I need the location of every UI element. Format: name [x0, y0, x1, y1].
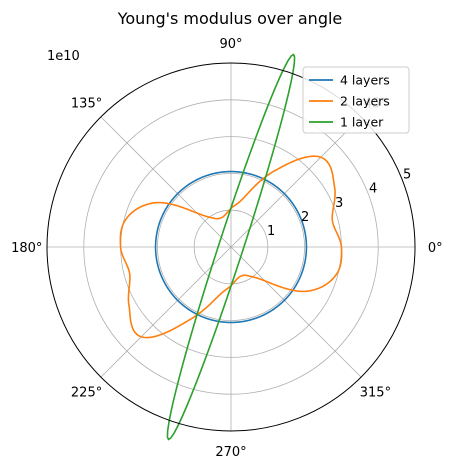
angle-tick-label-180: 180° [11, 241, 42, 256]
grid [47, 63, 415, 431]
radial-tick-label-5: 5 [403, 168, 411, 183]
angle-tick-label-0: 0° [428, 241, 443, 256]
angular-gridline-135 [100, 116, 232, 248]
angle-tick-label-270: 270° [215, 445, 246, 460]
angle-tick-label-315: 315° [360, 385, 391, 400]
series-lines [46, 53, 416, 441]
angular-gridline-45 [230, 116, 362, 248]
radial-tick-label-2: 2 [301, 210, 309, 225]
angle-tick-label-135: 135° [71, 97, 102, 112]
angle-tick-label-90: 90° [219, 37, 242, 52]
angular-gridline-225 [100, 246, 232, 378]
radial-tick-label-1: 1 [267, 224, 275, 239]
angular-gridline-315 [230, 246, 362, 378]
offset-label: 1e10 [47, 49, 80, 64]
legend-label-2-layers: 2 layers [340, 94, 390, 109]
series-line-4-layers [154, 170, 308, 324]
angle-tick-label-225: 225° [71, 385, 102, 400]
radial-tick-label-3: 3 [335, 196, 343, 211]
legend: 4 layers 2 layers 1 layer [302, 66, 410, 134]
radial-tick-label-4: 4 [369, 182, 377, 197]
polar-frame [46, 62, 416, 432]
legend-box [302, 66, 410, 134]
series-line-1-layer [166, 53, 296, 441]
legend-label-1-layer: 1 layer [340, 115, 384, 130]
series-line-2-layers [119, 155, 343, 339]
chart-title: Young's modulus over angle [117, 9, 343, 28]
legend-label-4-layers: 4 layers [340, 73, 390, 88]
